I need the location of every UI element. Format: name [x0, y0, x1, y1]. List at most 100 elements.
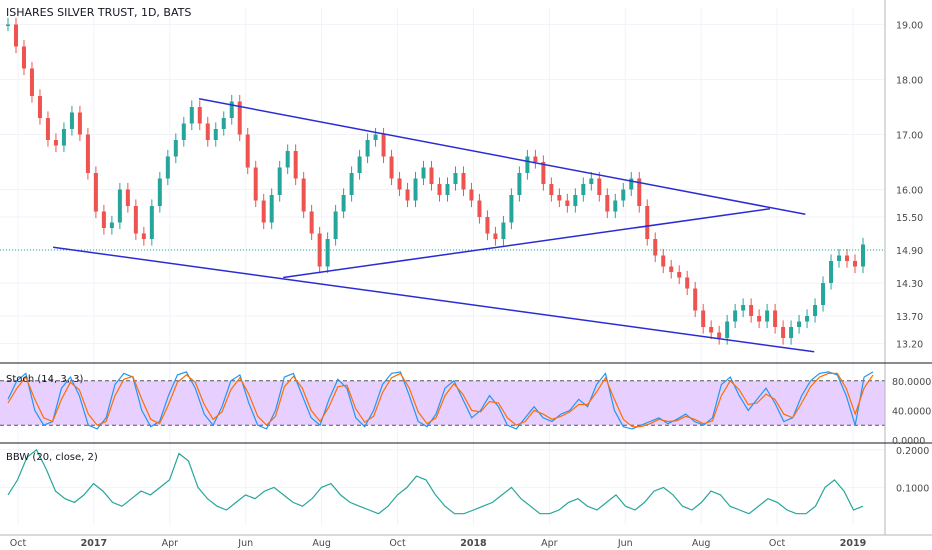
candle[interactable] [325, 239, 330, 267]
candle[interactable] [669, 266, 674, 273]
candle[interactable] [189, 107, 194, 124]
candle[interactable] [845, 255, 850, 262]
bbw-panel[interactable] [7, 448, 864, 515]
candle[interactable] [285, 151, 290, 168]
candle[interactable] [437, 184, 442, 195]
candle[interactable] [261, 200, 266, 223]
stoch-panel[interactable] [0, 371, 885, 430]
candle[interactable] [805, 316, 810, 322]
candle[interactable] [757, 316, 762, 322]
candle[interactable] [317, 233, 322, 267]
candle[interactable] [141, 233, 146, 240]
candle[interactable] [413, 178, 418, 201]
candle[interactable] [581, 184, 586, 195]
candle[interactable] [237, 101, 242, 135]
candle[interactable] [461, 173, 466, 190]
candle[interactable] [157, 178, 162, 207]
candle[interactable] [293, 151, 298, 179]
candle[interactable] [493, 233, 498, 240]
candle[interactable] [477, 200, 482, 218]
candle[interactable] [685, 277, 690, 289]
candle[interactable] [365, 140, 370, 157]
candle[interactable] [133, 206, 138, 234]
stoch-line-K[interactable] [7, 371, 874, 430]
candle[interactable] [165, 156, 170, 179]
candle[interactable] [301, 178, 306, 212]
candle[interactable] [85, 134, 90, 174]
candle[interactable] [389, 156, 394, 179]
candle[interactable] [765, 310, 770, 322]
candle[interactable] [341, 195, 346, 212]
candle[interactable] [53, 140, 58, 146]
trendline-upper[interactable] [198, 98, 806, 215]
candle[interactable] [485, 217, 490, 234]
candle[interactable] [269, 195, 274, 223]
candle[interactable] [573, 195, 578, 206]
candle[interactable] [77, 112, 82, 135]
candle[interactable] [589, 178, 594, 185]
candle[interactable] [725, 321, 730, 339]
candle[interactable] [397, 178, 402, 190]
price-panel[interactable] [0, 17, 885, 353]
candle[interactable] [13, 24, 18, 47]
candle[interactable] [205, 123, 210, 141]
candle[interactable] [533, 156, 538, 163]
candle[interactable] [749, 305, 754, 316]
candle[interactable] [229, 101, 234, 119]
candle[interactable] [797, 321, 802, 328]
candle[interactable] [197, 107, 202, 124]
candle[interactable] [29, 68, 34, 97]
trendline-middle[interactable] [283, 208, 771, 279]
candle[interactable] [709, 327, 714, 333]
candle[interactable] [221, 118, 226, 129]
candle[interactable] [861, 244, 865, 267]
candle[interactable] [149, 206, 154, 239]
candle[interactable] [541, 162, 546, 184]
candle[interactable] [717, 332, 722, 339]
candle[interactable] [773, 310, 778, 328]
candle[interactable] [213, 129, 218, 140]
candle[interactable] [789, 327, 794, 338]
candle[interactable] [469, 189, 474, 201]
candle[interactable] [733, 310, 738, 322]
candle[interactable] [701, 310, 706, 328]
candle[interactable] [429, 167, 434, 185]
candle[interactable] [629, 178, 634, 190]
candle[interactable] [597, 178, 602, 196]
candle[interactable] [605, 195, 610, 212]
candle[interactable] [637, 178, 642, 207]
candle[interactable] [349, 173, 354, 195]
candle[interactable] [381, 134, 386, 157]
candle[interactable] [781, 327, 786, 338]
candle[interactable] [109, 222, 114, 229]
candle[interactable] [421, 167, 426, 179]
candle[interactable] [445, 184, 450, 195]
candle[interactable] [653, 239, 658, 256]
candle[interactable] [309, 211, 314, 234]
candle[interactable] [741, 305, 746, 311]
candle[interactable] [253, 167, 258, 201]
candle[interactable] [549, 184, 554, 195]
candle[interactable] [525, 156, 530, 174]
candle[interactable] [277, 167, 282, 196]
candle[interactable] [661, 255, 666, 267]
candle[interactable] [557, 195, 562, 201]
candle[interactable] [837, 255, 842, 262]
candle[interactable] [565, 200, 570, 207]
candle[interactable] [853, 261, 858, 267]
candle[interactable] [621, 189, 626, 201]
candle[interactable] [173, 140, 178, 157]
candle[interactable] [117, 189, 122, 223]
candle[interactable] [6, 24, 10, 27]
candle[interactable] [357, 156, 362, 174]
candle[interactable] [509, 195, 514, 223]
candle[interactable] [101, 211, 106, 229]
candle[interactable] [645, 206, 650, 239]
candle[interactable] [181, 123, 186, 141]
candle[interactable] [613, 200, 618, 212]
candle[interactable] [405, 189, 410, 201]
candle[interactable] [37, 96, 42, 118]
candle[interactable] [125, 189, 130, 207]
candle[interactable] [829, 261, 834, 283]
